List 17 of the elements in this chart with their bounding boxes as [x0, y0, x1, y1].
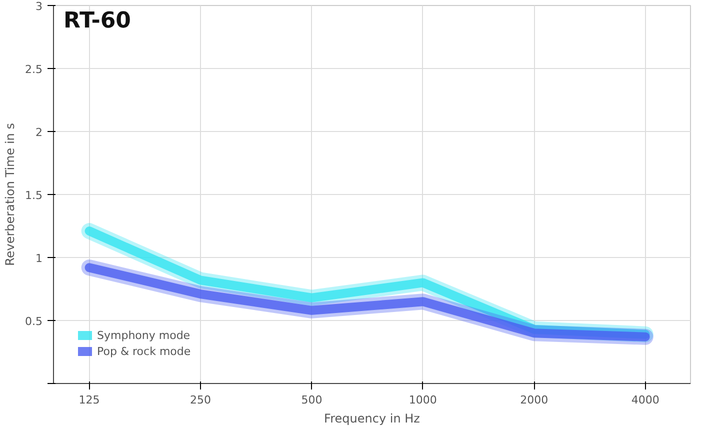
y-tick-label: 2.5 — [25, 63, 43, 76]
y-tick-label: 2 — [36, 126, 42, 139]
x-axis-title: Frequency in Hz — [324, 412, 420, 426]
x-tick-label: 1000 — [408, 394, 437, 406]
y-tick-label: 0.5 — [25, 315, 43, 328]
x-tick-label: 2000 — [520, 394, 548, 406]
y-tick-label: 1.5 — [25, 189, 43, 202]
y-tick-label: 3 — [36, 0, 42, 13]
x-tick-label: 250 — [190, 394, 212, 406]
y-axis-title: Reverberation Time in s — [3, 123, 18, 266]
legend-label: Pop & rock mode — [97, 344, 191, 358]
x-tick-label: 125 — [78, 394, 100, 406]
y-tick-label: 1 — [36, 252, 42, 265]
legend-label: Symphony mode — [97, 328, 190, 342]
x-tick-label: 500 — [301, 394, 322, 406]
x-tick-label: 4000 — [631, 394, 660, 406]
chart-title: RT-60 — [64, 8, 131, 34]
